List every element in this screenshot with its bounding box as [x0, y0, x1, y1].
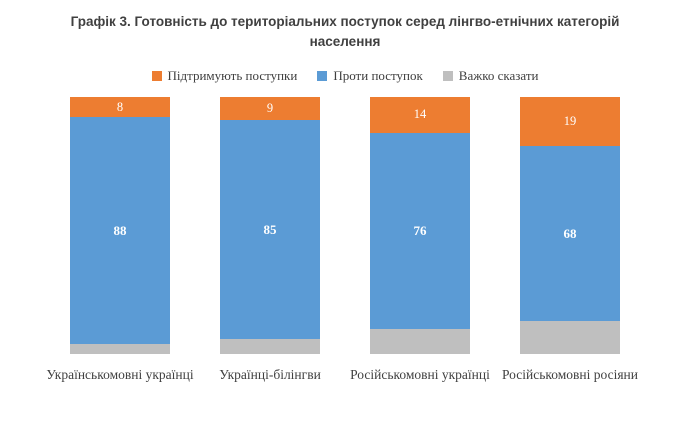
legend-label: Проти поступок — [333, 67, 423, 83]
bar-segment — [520, 320, 620, 355]
bar-segment: 9 — [220, 96, 320, 120]
bar-segment: 8 — [70, 96, 170, 118]
legend-item: Важко сказати — [442, 67, 539, 84]
bar-segment: 19 — [520, 96, 620, 146]
stacked-bar: 19 68 — [520, 96, 620, 355]
bar-value-label: 85 — [263, 221, 277, 237]
bar-segment: 14 — [370, 96, 470, 133]
bar-value-label: 8 — [116, 99, 124, 114]
bar-value-label: 88 — [113, 223, 127, 239]
bar-segment — [70, 344, 170, 355]
stacked-bar: 9 85 — [220, 96, 320, 355]
category-label: Українськомовні українці — [46, 366, 194, 382]
category-label: Російськомовні росіяни — [502, 366, 638, 382]
legend-swatch-icon — [442, 70, 453, 81]
bar-segment — [370, 328, 470, 355]
bar-value-label: 76 — [413, 223, 427, 239]
bar-segment — [220, 339, 320, 355]
bar-column: 14 76 Російськомовні українці — [350, 96, 490, 385]
stacked-bar: 14 76 — [370, 96, 470, 355]
stacked-bar: 8 88 — [70, 96, 170, 355]
bar-segment: 85 — [220, 119, 320, 340]
bar-column: 8 88 Українськомовні українці — [46, 96, 194, 385]
legend-swatch-icon — [317, 70, 328, 81]
bar-segment: 68 — [520, 145, 620, 321]
plot-area: 8 88 Українськомовні українці 9 85 Українці-б… — [0, 96, 690, 385]
bar-segment: 76 — [370, 132, 470, 329]
category-label: Російськомовні українці — [350, 366, 490, 382]
chart-title: Графік 3. Готовність до територіальних п… — [70, 14, 620, 50]
legend-label: Важко сказати — [458, 67, 539, 83]
legend-label: Підтримують поступки — [167, 67, 298, 83]
bar-value-label: 68 — [563, 225, 577, 241]
legend-swatch-icon — [151, 70, 162, 81]
legend-item: Проти поступок — [317, 67, 423, 84]
bar-segment: 88 — [70, 117, 170, 345]
legend-item: Підтримують поступки — [151, 67, 298, 84]
legend: Підтримують поступки Проти поступок Важко … — [0, 68, 690, 84]
category-label: Українці-білінгви — [219, 366, 321, 382]
bar-value-label: 19 — [563, 113, 577, 128]
bar-column: 9 85 Українці-білінгви — [219, 96, 321, 385]
bar-column: 19 68 Російськомовні росіяни — [502, 96, 638, 385]
bar-value-label: 9 — [266, 100, 274, 115]
bar-value-label: 14 — [413, 107, 427, 122]
